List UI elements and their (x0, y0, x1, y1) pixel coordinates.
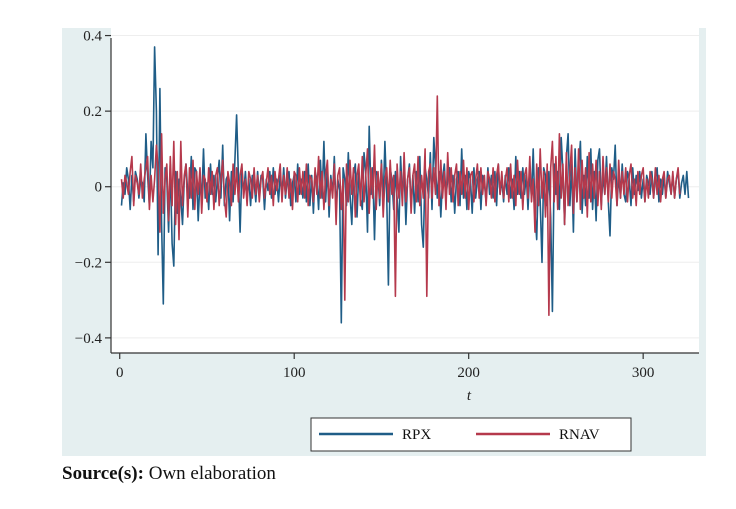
x-tick-label: 100 (283, 365, 306, 381)
source-note: Source(s): Own elaboration (62, 463, 276, 485)
x-axis-ticks: 0 100 200 300 (116, 353, 654, 381)
x-axis-title: t (467, 388, 472, 404)
source-text: Own elaboration (143, 463, 276, 484)
y-tick-label: 0.4 (83, 29, 102, 45)
legend: RPX RNAV (310, 417, 632, 452)
y-axis-ticks: 0.4 0.2 0 −0.2 −0.4 (75, 29, 111, 347)
legend-label-rnav: RNAV (559, 427, 600, 443)
x-tick-label: 200 (457, 365, 480, 381)
series-layer (120, 46, 690, 324)
y-tick-label: 0 (95, 180, 103, 196)
x-tick-label: 300 (632, 365, 655, 381)
series-line-rnav (120, 95, 681, 317)
y-tick-label: −0.2 (75, 255, 102, 271)
y-tick-label: 0.2 (83, 104, 102, 120)
legend-label-rpx: RPX (402, 427, 431, 443)
x-tick-label: 0 (116, 365, 124, 381)
y-tick-label: −0.4 (75, 331, 103, 347)
source-label: Source(s): (62, 463, 144, 484)
